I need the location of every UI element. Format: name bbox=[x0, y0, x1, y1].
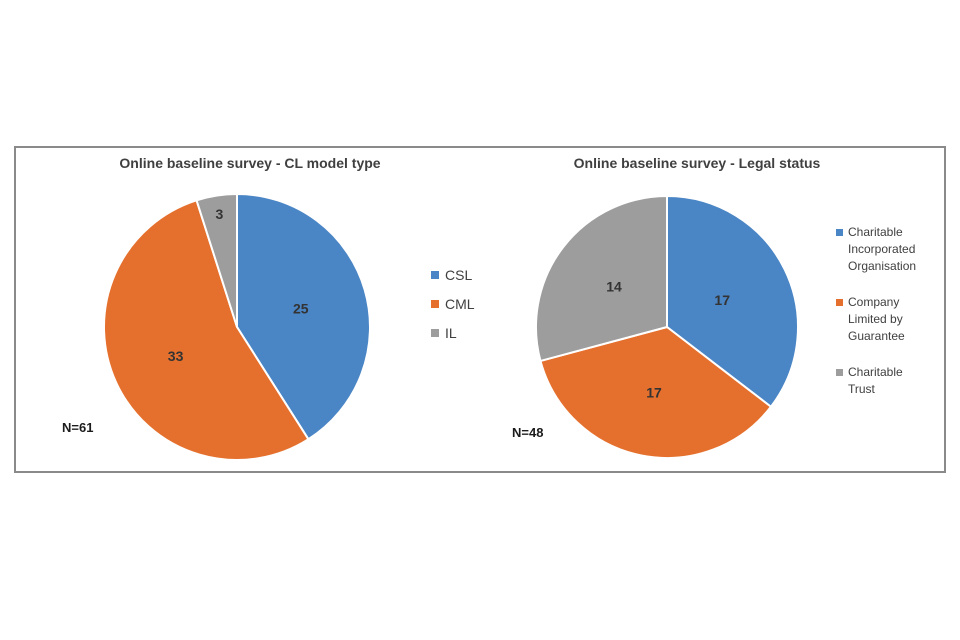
legend-swatch-icon bbox=[431, 329, 439, 337]
sample-size-label-right: N=48 bbox=[512, 425, 544, 440]
pie-slice bbox=[195, 193, 238, 328]
slice-value-label: 3 bbox=[216, 206, 224, 222]
legend-legal-status: Charitable Incorporated Organisation Comp… bbox=[836, 224, 922, 398]
slice-value-label: 17 bbox=[646, 385, 662, 401]
pie-slice bbox=[103, 199, 310, 462]
legend-label: Charitable Trust bbox=[848, 365, 903, 396]
legend-label: Company Limited by Guarantee bbox=[848, 295, 905, 343]
legend-cl-model-type: CSL CML IL bbox=[431, 267, 475, 341]
legend-swatch-icon bbox=[431, 300, 439, 308]
chart-title-legal-status: Online baseline survey - Legal status bbox=[573, 155, 821, 171]
slice-value-label: 33 bbox=[168, 348, 184, 364]
slice-value-label: 25 bbox=[293, 300, 309, 316]
legend-swatch-icon bbox=[836, 229, 843, 236]
legend-swatch-icon bbox=[836, 369, 843, 376]
legend-label: CML bbox=[445, 296, 475, 312]
legend-label: Charitable Incorporated Organisation bbox=[848, 225, 917, 273]
legend-item: Charitable Incorporated Organisation bbox=[836, 224, 922, 275]
legend-item: Charitable Trust bbox=[836, 364, 922, 398]
slice-value-label: 14 bbox=[606, 278, 622, 294]
chart-title-cl-model-type: Online baseline survey - CL model type bbox=[119, 155, 381, 171]
legend-swatch-icon bbox=[431, 271, 439, 279]
legend-item: IL bbox=[431, 325, 475, 341]
legend-label: IL bbox=[445, 325, 457, 341]
legend-swatch-icon bbox=[836, 299, 843, 306]
sample-size-label-left: N=61 bbox=[62, 420, 94, 435]
pie-slice bbox=[539, 326, 772, 459]
legend-label: CSL bbox=[445, 267, 473, 283]
legend-item: CSL bbox=[431, 267, 475, 283]
pie-chart-legal-status: 17 17 14 bbox=[535, 195, 799, 459]
pie-slice bbox=[535, 195, 668, 362]
legend-item: CML bbox=[431, 296, 475, 312]
pie-slice bbox=[666, 195, 799, 408]
legend-item: Company Limited by Guarantee bbox=[836, 294, 922, 345]
slice-value-label: 17 bbox=[714, 292, 730, 308]
